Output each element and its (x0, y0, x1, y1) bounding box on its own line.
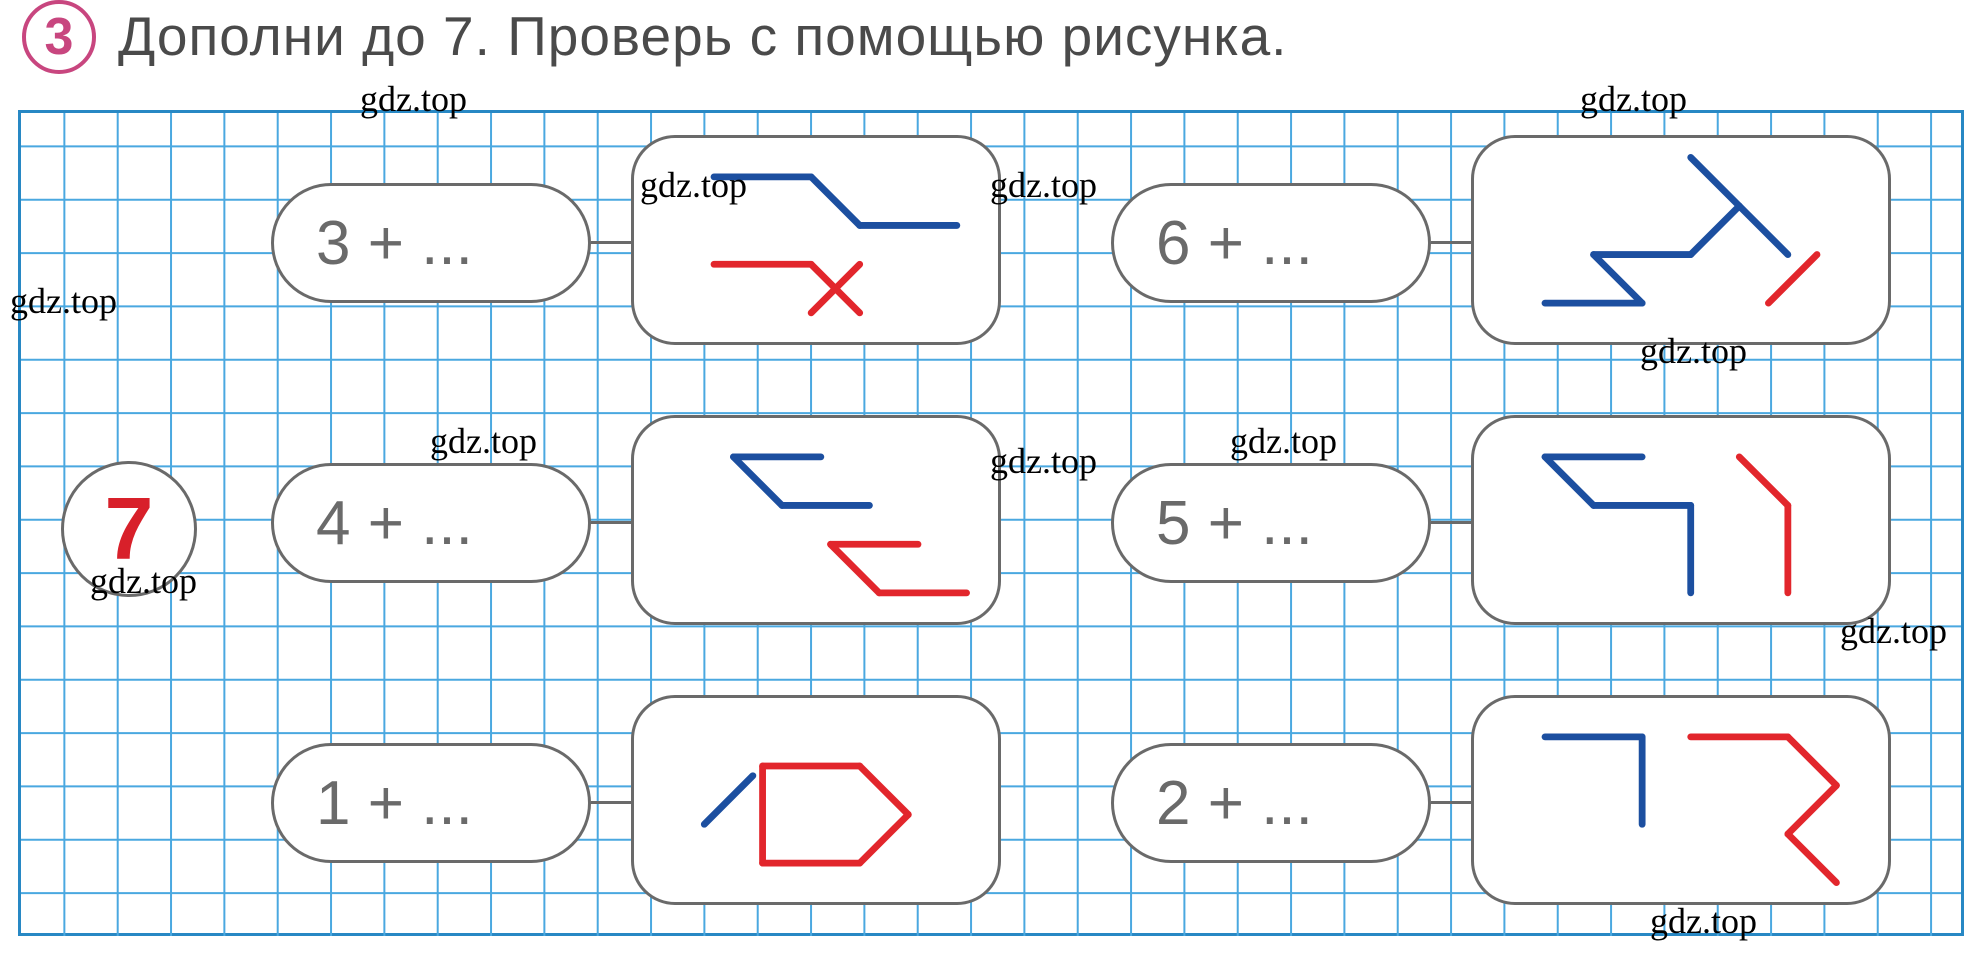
watermark: gdz.top (1840, 610, 1947, 652)
sticks-box (1471, 695, 1891, 905)
equation-pill: 5 + ... (1111, 463, 1431, 583)
equation-pill: 4 + ... (271, 463, 591, 583)
page: 3 Дополни до 7. Проверь с помощью рисунк… (0, 0, 1984, 957)
equation-pill: 2 + ... (1111, 743, 1431, 863)
watermark: gdz.top (1230, 420, 1337, 462)
watermark: gdz.top (640, 164, 747, 206)
equation-text: 1 + ... (316, 768, 473, 839)
equation-text: 4 + ... (316, 488, 473, 559)
watermark: gdz.top (990, 164, 1097, 206)
watermark: gdz.top (990, 440, 1097, 482)
watermark: gdz.top (1640, 330, 1747, 372)
equation-text: 6 + ... (1156, 208, 1313, 279)
equation-text: 5 + ... (1156, 488, 1313, 559)
watermark: gdz.top (1580, 78, 1687, 120)
task-instruction: Дополни до 7. Проверь с помощью рисунка. (118, 4, 1287, 68)
watermark: gdz.top (430, 420, 537, 462)
equation-text: 3 + ... (316, 208, 473, 279)
watermark: gdz.top (1650, 900, 1757, 942)
task-number: 3 (45, 7, 74, 67)
equation-pill: 3 + ... (271, 183, 591, 303)
connector (591, 801, 631, 804)
connector (591, 521, 631, 524)
sticks-svg (1474, 418, 1888, 622)
sticks-svg (634, 698, 998, 902)
watermark: gdz.top (10, 280, 117, 322)
connector (1431, 801, 1471, 804)
watermark: gdz.top (90, 560, 197, 602)
grid-panel: 7 3 + ...4 + ...1 + ...6 + ...5 + ...2 +… (18, 110, 1964, 936)
sticks-box (631, 415, 1001, 625)
sticks-svg (1474, 698, 1888, 902)
sticks-box (1471, 415, 1891, 625)
sticks-box (631, 695, 1001, 905)
sticks-svg (1474, 138, 1888, 342)
equation-pill: 1 + ... (271, 743, 591, 863)
sticks-box (1471, 135, 1891, 345)
sticks-svg (634, 418, 998, 622)
task-number-badge: 3 (22, 0, 96, 74)
connector (1431, 521, 1471, 524)
watermark: gdz.top (360, 78, 467, 120)
connector (591, 241, 631, 244)
equation-text: 2 + ... (1156, 768, 1313, 839)
equation-pill: 6 + ... (1111, 183, 1431, 303)
connector (1431, 241, 1471, 244)
